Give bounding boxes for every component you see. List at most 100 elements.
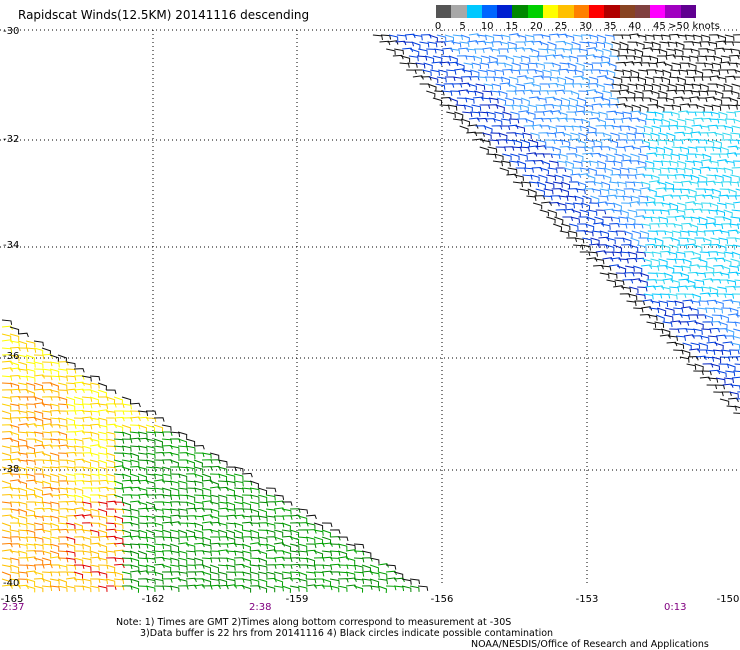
wind-barb — [65, 396, 76, 404]
wind-barb — [305, 571, 317, 578]
wind-barb — [105, 396, 116, 404]
wind-barb — [169, 508, 180, 515]
wind-barb — [706, 48, 716, 55]
wind-barb — [225, 487, 236, 495]
wind-barb — [305, 536, 316, 544]
wind-barb — [185, 550, 197, 556]
wind-barb — [710, 111, 720, 119]
wind-barb — [583, 104, 594, 111]
wind-barb — [598, 153, 608, 161]
wind-barb — [547, 125, 557, 133]
wind-barb — [193, 501, 204, 508]
wind-barb — [666, 341, 678, 347]
wind-barb — [732, 118, 740, 123]
wind-barb — [652, 34, 663, 40]
colorbar-swatch — [665, 5, 682, 18]
wind-barb — [588, 117, 600, 122]
wind-barb — [689, 307, 699, 315]
wind-barb — [719, 230, 730, 237]
wind-barb — [706, 299, 718, 305]
wind-barb — [714, 47, 726, 52]
wind-barb — [329, 557, 341, 563]
wind-barb — [684, 34, 695, 41]
wind-barb — [640, 181, 651, 189]
wind-barb — [33, 354, 45, 360]
wind-barb — [696, 55, 708, 61]
wind-barb — [41, 438, 53, 444]
colorbar-swatch — [497, 5, 513, 18]
wind-barb — [589, 243, 600, 248]
wind-barb — [145, 564, 156, 572]
wind-barb — [487, 61, 499, 66]
wind-barb — [586, 47, 598, 52]
wind-barb — [611, 83, 622, 90]
wind-barb — [592, 181, 603, 188]
wind-barb — [496, 97, 507, 105]
wind-barb — [161, 487, 172, 495]
wind-barb — [508, 76, 519, 84]
wind-barb — [121, 479, 133, 485]
wind-barb — [734, 195, 740, 197]
wind-barb — [491, 83, 501, 91]
wind-barb — [281, 508, 292, 515]
wind-barb — [41, 578, 52, 586]
map-title: Rapidscat Winds(12.5KM) 20141116 descend… — [18, 8, 310, 22]
wind-barb — [81, 473, 92, 480]
wind-barb — [508, 160, 519, 167]
wind-barb — [734, 405, 740, 409]
wind-barb — [9, 564, 20, 572]
wind-barb — [129, 578, 140, 586]
wind-barb — [233, 501, 244, 508]
wind-barb — [498, 90, 508, 98]
wind-barb — [65, 361, 76, 368]
wind-barb — [17, 403, 28, 410]
wind-barb — [618, 216, 629, 223]
wind-barb — [619, 167, 630, 174]
wind-barb — [113, 494, 124, 502]
wind-barb — [25, 487, 36, 495]
wind-barb — [193, 459, 204, 468]
wind-barb — [660, 76, 671, 84]
wind-barb — [57, 564, 68, 571]
wind-barb — [455, 62, 465, 70]
wind-barb — [575, 146, 587, 152]
wind-barb — [719, 104, 730, 110]
wind-barb — [361, 550, 372, 558]
wind-barb — [353, 585, 364, 593]
wind-barb — [710, 195, 720, 202]
lon-label-153: -153 — [575, 594, 599, 605]
wind-barb — [25, 423, 37, 428]
wind-barb — [361, 564, 372, 572]
wind-barb — [233, 557, 245, 562]
wind-barb — [233, 480, 244, 487]
wind-barb — [97, 529, 108, 537]
wind-barb — [658, 300, 669, 307]
wind-barb — [217, 486, 229, 492]
wind-barb — [519, 146, 530, 152]
wind-barb — [169, 494, 181, 500]
wind-barb — [81, 543, 92, 552]
wind-barb — [225, 571, 237, 577]
wind-barb — [630, 153, 640, 161]
wind-barb — [419, 41, 430, 48]
wind-barb — [169, 577, 181, 582]
wind-barb — [225, 508, 236, 515]
wind-barb — [571, 125, 582, 132]
wind-barb — [727, 188, 737, 197]
wind-barb — [129, 452, 140, 461]
wind-barb — [73, 388, 85, 394]
wind-barb — [345, 557, 356, 565]
wind-barb — [590, 152, 602, 158]
wind-barb — [551, 104, 562, 111]
swath-southwest-wind-barbs — [1, 319, 429, 594]
wind-barb — [65, 585, 76, 592]
wind-barb — [145, 480, 156, 488]
credit-line: NOAA/NESDIS/Office of Research and Appli… — [471, 639, 709, 650]
wind-barb — [562, 174, 572, 182]
wind-barb — [642, 258, 652, 266]
wind-barb — [670, 153, 680, 160]
wind-barb — [81, 437, 93, 442]
wind-barb — [97, 417, 108, 425]
wind-barb — [693, 202, 703, 209]
wind-barb — [540, 160, 551, 169]
